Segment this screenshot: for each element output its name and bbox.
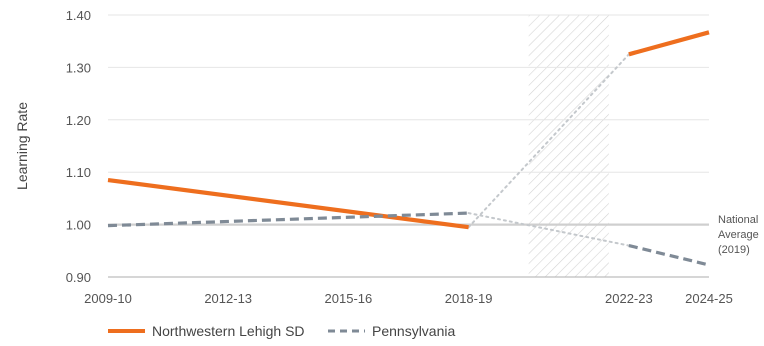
gap-hatch bbox=[528, 15, 609, 277]
y-tick-label: 1.40 bbox=[66, 8, 91, 23]
series-line bbox=[107, 177, 469, 230]
y-tick-label: 1.20 bbox=[66, 113, 91, 128]
data-gap-region bbox=[528, 15, 609, 277]
y-axis-title: Learning Rate bbox=[14, 102, 30, 190]
series-line bbox=[628, 244, 710, 267]
x-tick-label: 2009-10 bbox=[84, 291, 132, 306]
gridlines bbox=[108, 14, 709, 278]
national-average-line bbox=[108, 223, 709, 278]
x-tick-label: 2018-19 bbox=[445, 291, 493, 306]
x-tick-label: 2024-25 bbox=[685, 291, 733, 306]
series-line bbox=[107, 211, 469, 228]
series-line bbox=[628, 30, 710, 57]
reference-label-line: Average bbox=[718, 229, 759, 241]
reference-label-line: (2019) bbox=[718, 244, 750, 256]
legend-label: Pennsylvania bbox=[372, 323, 455, 339]
y-axis-ticks: 1.40 1.30 1.20 1.10 1.00 0.90 bbox=[66, 8, 91, 285]
legend: Northwestern Lehigh SD Pennsylvania bbox=[108, 323, 455, 339]
y-tick-label: 0.90 bbox=[66, 270, 91, 285]
national-average-label: National Average (2019) bbox=[718, 214, 759, 256]
x-tick-label: 2022-23 bbox=[605, 291, 653, 306]
x-tick-label: 2012-13 bbox=[204, 291, 252, 306]
y-tick-label: 1.10 bbox=[66, 165, 91, 180]
y-tick-label: 1.00 bbox=[66, 218, 91, 233]
x-axis-ticks: 2009-10 2012-13 2015-16 2018-19 2022-23 2024-… bbox=[84, 291, 733, 306]
legend-label: Northwestern Lehigh SD bbox=[152, 323, 305, 339]
reference-label-line: National bbox=[718, 214, 758, 226]
x-tick-label: 2015-16 bbox=[325, 291, 373, 306]
y-tick-label: 1.30 bbox=[66, 60, 91, 75]
series-lines bbox=[107, 30, 710, 267]
